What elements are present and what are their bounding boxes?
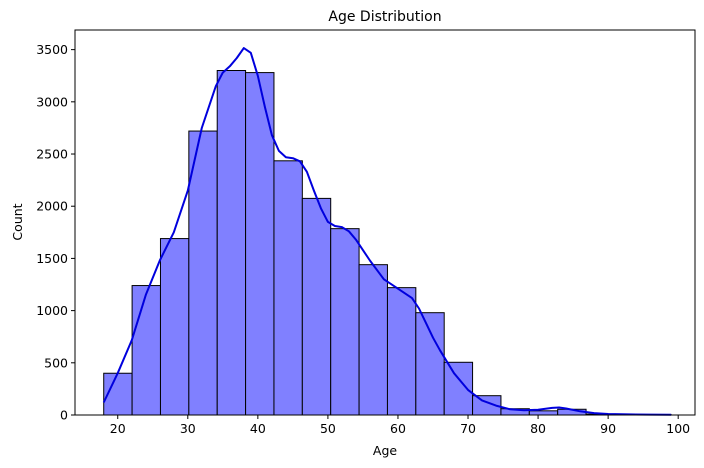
- y-tick-label: 2000: [36, 199, 68, 214]
- x-tick-label: 50: [320, 421, 336, 436]
- histogram-bar: [301, 197, 332, 416]
- x-axis-label: Age: [373, 443, 397, 458]
- histogram-bar: [443, 361, 474, 416]
- x-tick-label: 30: [180, 421, 196, 436]
- x-axis-ticks: 20 30 40 50 60 70 80 90 100: [110, 415, 690, 436]
- x-tick-label: 40: [250, 421, 266, 436]
- histogram-bar: [528, 410, 559, 416]
- histogram-bar: [358, 264, 388, 416]
- y-tick-label: 1500: [36, 251, 68, 266]
- histogram-bar: [131, 285, 161, 416]
- histogram-bar: [216, 70, 247, 416]
- histogram-bar: [330, 228, 360, 416]
- histogram-bar: [245, 72, 275, 416]
- histogram-bars: [103, 70, 672, 416]
- x-tick-label: 100: [666, 421, 690, 436]
- y-tick-label: 3500: [36, 42, 68, 57]
- kde-curve: [102, 47, 672, 416]
- x-tick-label: 80: [530, 421, 546, 436]
- x-tick-label: 20: [110, 421, 126, 436]
- histogram-bar: [188, 130, 218, 416]
- histogram-bar: [386, 287, 417, 416]
- x-tick-label: 60: [390, 421, 406, 436]
- x-tick-label: 90: [600, 421, 616, 436]
- y-tick-label: 3000: [36, 94, 68, 109]
- y-tick-label: 500: [44, 355, 68, 370]
- histogram-bar: [415, 312, 445, 416]
- y-axis-label: Count: [10, 203, 25, 240]
- y-tick-label: 0: [60, 408, 68, 423]
- x-tick-label: 70: [460, 421, 476, 436]
- histogram-bar: [159, 238, 190, 416]
- y-tick-label: 2500: [36, 147, 68, 162]
- histogram-bar: [273, 160, 303, 416]
- y-axis-ticks: 0 500 1000 1500 2000 2500 3000 3500: [36, 42, 75, 423]
- plot-frame: [74, 29, 696, 416]
- y-tick-label: 1000: [36, 303, 68, 318]
- chart-title: Age Distribution: [328, 9, 441, 25]
